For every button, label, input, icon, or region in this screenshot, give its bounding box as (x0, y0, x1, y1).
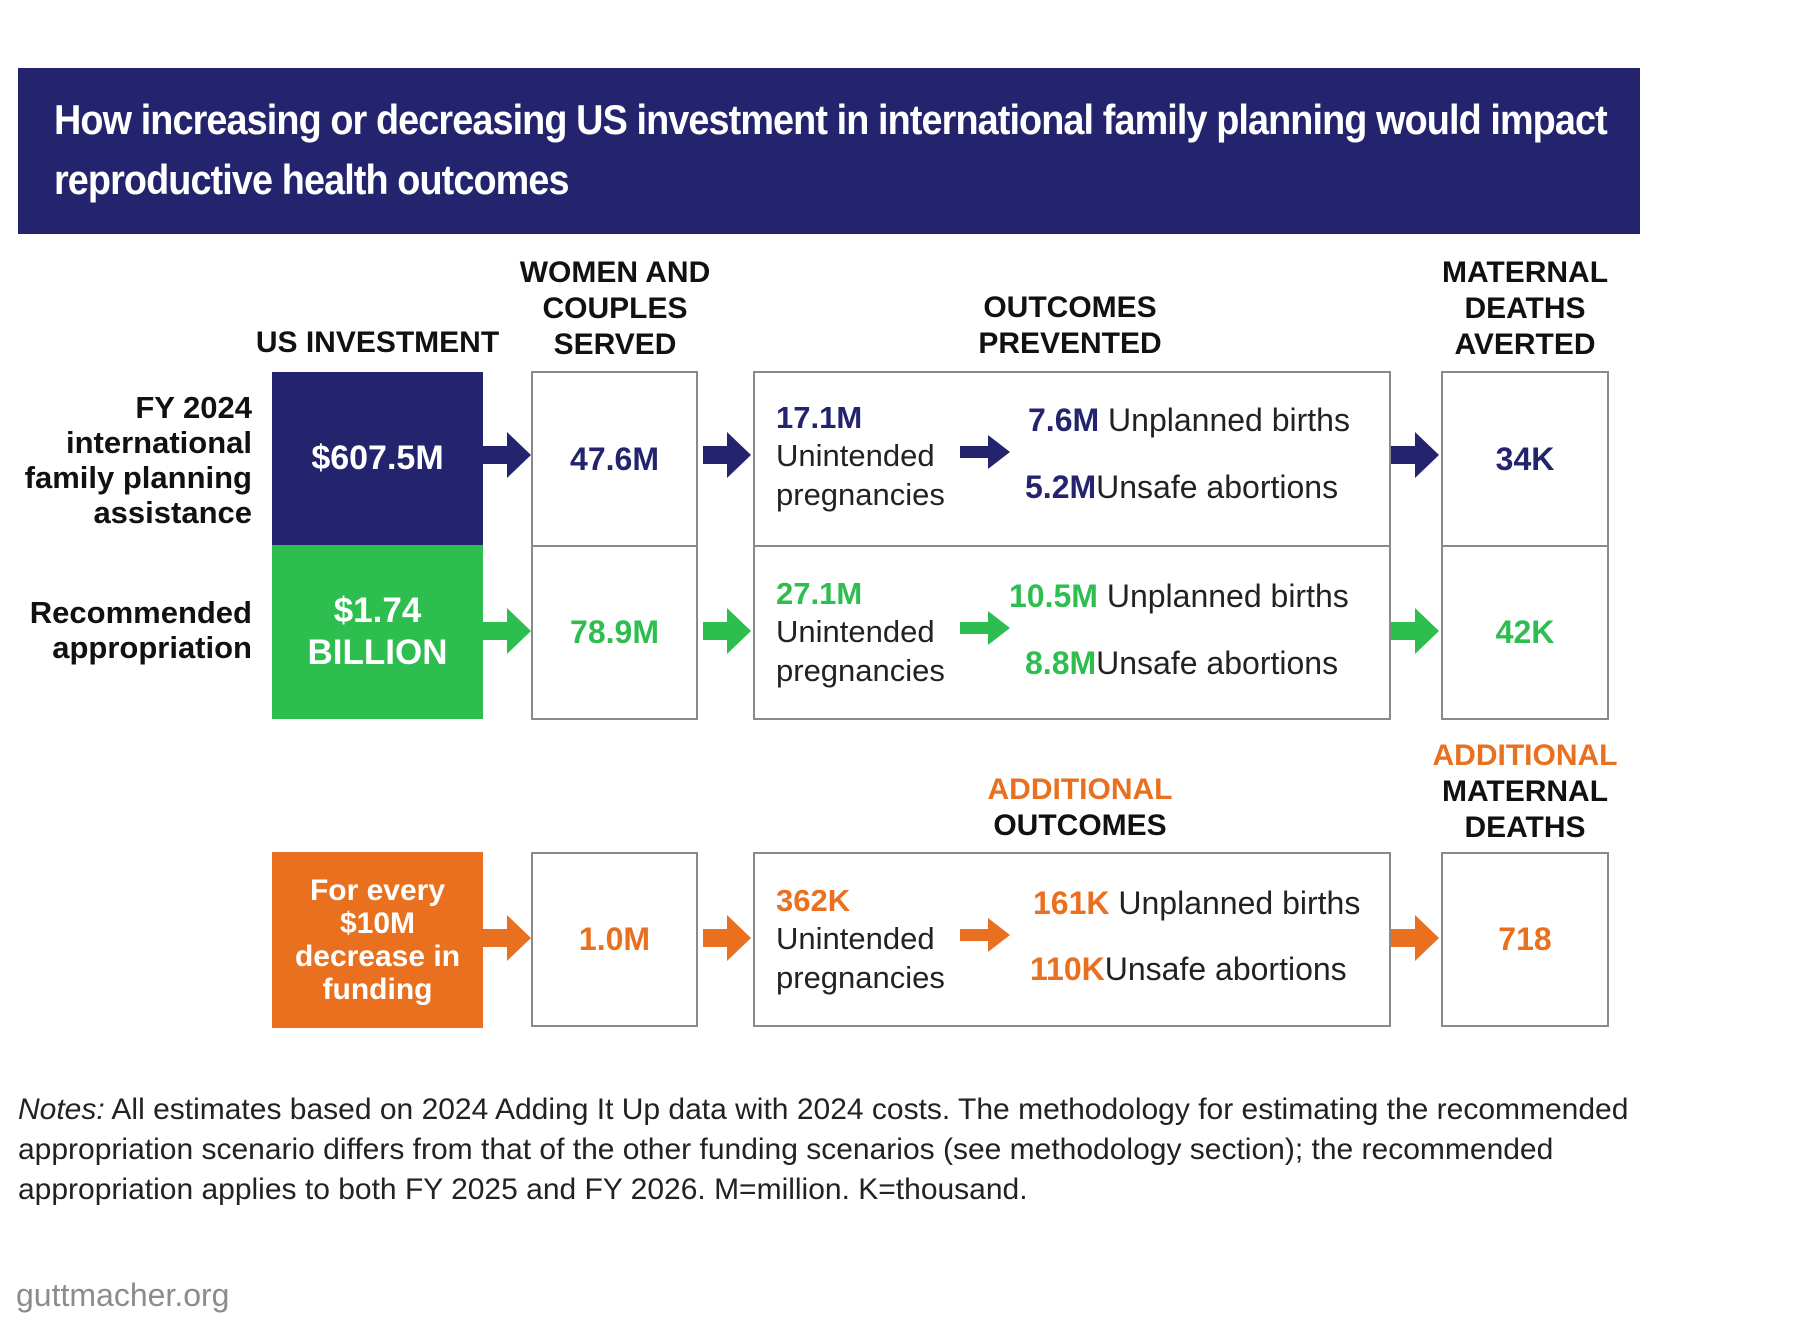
births-recommended: 10.5M Unplanned births (1009, 578, 1349, 614)
arrow-icon (703, 608, 751, 654)
abortions-recommended: 8.8MUnsafe abortions (1025, 645, 1339, 681)
served-box-recommended: 78.9M (531, 545, 698, 720)
header-outcomes-prevented: OUTCOMES PREVENTED (978, 291, 1162, 360)
deaths-box-fy2024: 34K (1441, 371, 1609, 547)
investment-box-fy2024: $607.5M (272, 372, 483, 545)
outcomes-box-fy2024 (753, 371, 1391, 547)
served-box-fy2024: 47.6M (531, 371, 698, 547)
row-label-recommended: Recommended appropriation (29, 595, 252, 665)
arrow-icon (960, 918, 1010, 952)
outcomes-box-decrease (753, 852, 1391, 1027)
arrow-icon (703, 915, 751, 961)
header-us-investment: US INVESTMENT (255, 326, 500, 359)
births-decrease: 161K Unplanned births (1033, 885, 1361, 921)
deaths-box-decrease: 718 (1441, 852, 1609, 1027)
header-additional-maternal-deaths: ADDITIONAL MATERNAL DEATHS (1432, 739, 1618, 844)
title-line-2: reproductive health outcomes (54, 156, 570, 203)
arrow-icon (960, 435, 1010, 469)
unintended-fy2024: 17.1M Unintended pregnancies (776, 400, 945, 512)
notes: Notes: All estimates based on 2024 Addin… (18, 1090, 1638, 1210)
unintended-recommended: 27.1M Unintended pregnancies (776, 576, 945, 688)
header-additional-outcomes: ADDITIONAL OUTCOMES (987, 773, 1173, 842)
investment-box-decrease: For every $10M decrease in funding (272, 852, 483, 1028)
notes-text: All estimates based on 2024 Adding It Up… (18, 1093, 1629, 1206)
arrow-icon (1391, 915, 1439, 961)
title-line-1: How increasing or decreasing US investme… (54, 96, 1608, 143)
arrow-icon (483, 915, 531, 961)
row-label-fy2024: FY 2024 international family planning as… (24, 390, 252, 530)
served-box-decrease: 1.0M (531, 852, 698, 1027)
notes-lead: Notes: (18, 1093, 105, 1126)
header-maternal-deaths-averted: MATERNAL DEATHS AVERTED (1441, 256, 1609, 361)
arrow-icon (483, 608, 531, 654)
outcomes-box-recommended (753, 545, 1391, 720)
unintended-value: 17.1M (776, 400, 863, 435)
investment-box-recommended: $1.74 BILLION (272, 545, 483, 719)
arrow-icon (1391, 608, 1439, 654)
unintended-decrease: 362K Unintended pregnancies (776, 883, 945, 995)
arrow-icon (483, 432, 531, 478)
births-fy2024: 7.6M Unplanned births (1028, 402, 1350, 438)
arrow-icon (703, 432, 751, 478)
arrow-icon (960, 611, 1010, 645)
abortions-decrease: 110KUnsafe abortions (1030, 951, 1347, 987)
header-women-served: WOMEN AND COUPLES SERVED (519, 256, 711, 361)
title-banner: How increasing or decreasing US investme… (18, 68, 1640, 234)
footer-url: guttmacher.org (16, 1277, 230, 1313)
abortions-fy2024: 5.2MUnsafe abortions (1025, 469, 1339, 505)
deaths-box-recommended: 42K (1441, 545, 1609, 720)
arrow-icon (1391, 432, 1439, 478)
